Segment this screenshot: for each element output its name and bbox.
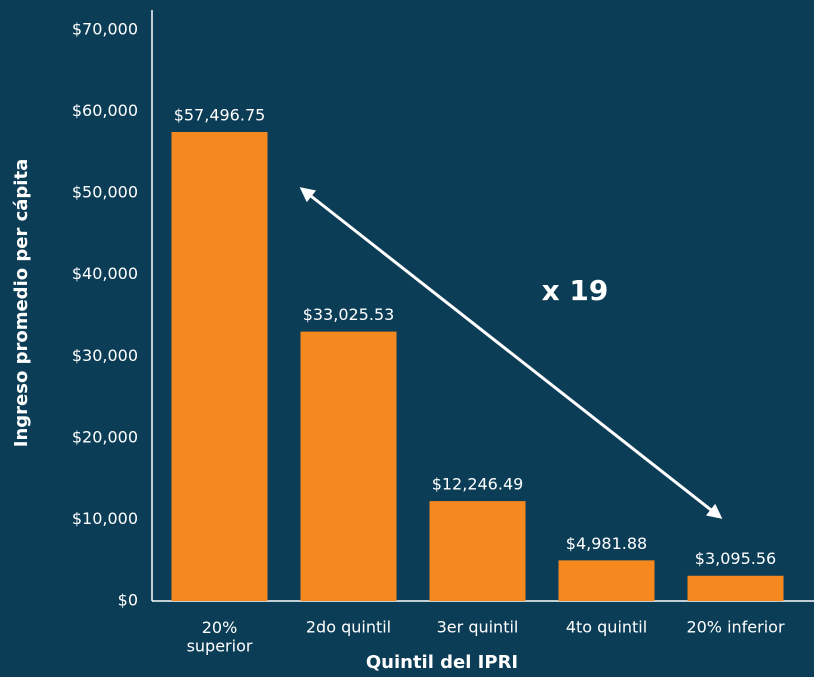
bar (558, 560, 655, 601)
x-tick-label: 3er quintil (437, 618, 519, 637)
x-tick-label: 20% superior (187, 618, 253, 655)
value-label: $4,981.88 (566, 534, 647, 553)
y-tick-label: $30,000 (72, 346, 138, 365)
y-tick-label: $60,000 (72, 101, 138, 120)
y-tick-label: $70,000 (72, 20, 138, 39)
x-tick-label: 20% inferior (686, 618, 785, 637)
x-tick-label: 4to quintil (566, 618, 647, 637)
bar (429, 501, 526, 601)
y-tick-label: $50,000 (72, 183, 138, 202)
y-axis-label: Ingreso promedio per cápita (11, 159, 32, 447)
y-tick-label: $0 (118, 591, 138, 610)
y-tick-label: $20,000 (72, 427, 138, 446)
y-tick-label: $10,000 (72, 509, 138, 528)
y-tick-label: $40,000 (72, 264, 138, 283)
bar (687, 575, 784, 601)
value-label: $57,496.75 (174, 105, 266, 124)
value-label: $12,246.49 (432, 475, 524, 494)
arrow (299, 187, 723, 519)
bar (171, 131, 268, 602)
value-label: $3,095.56 (695, 549, 776, 568)
value-label: $33,025.53 (303, 305, 395, 324)
annotation: x 19 (542, 274, 609, 307)
x-tick-label: 2do quintil (306, 618, 391, 637)
bar (300, 331, 397, 601)
x-axis-label: Quintil del IPRI (366, 652, 518, 673)
